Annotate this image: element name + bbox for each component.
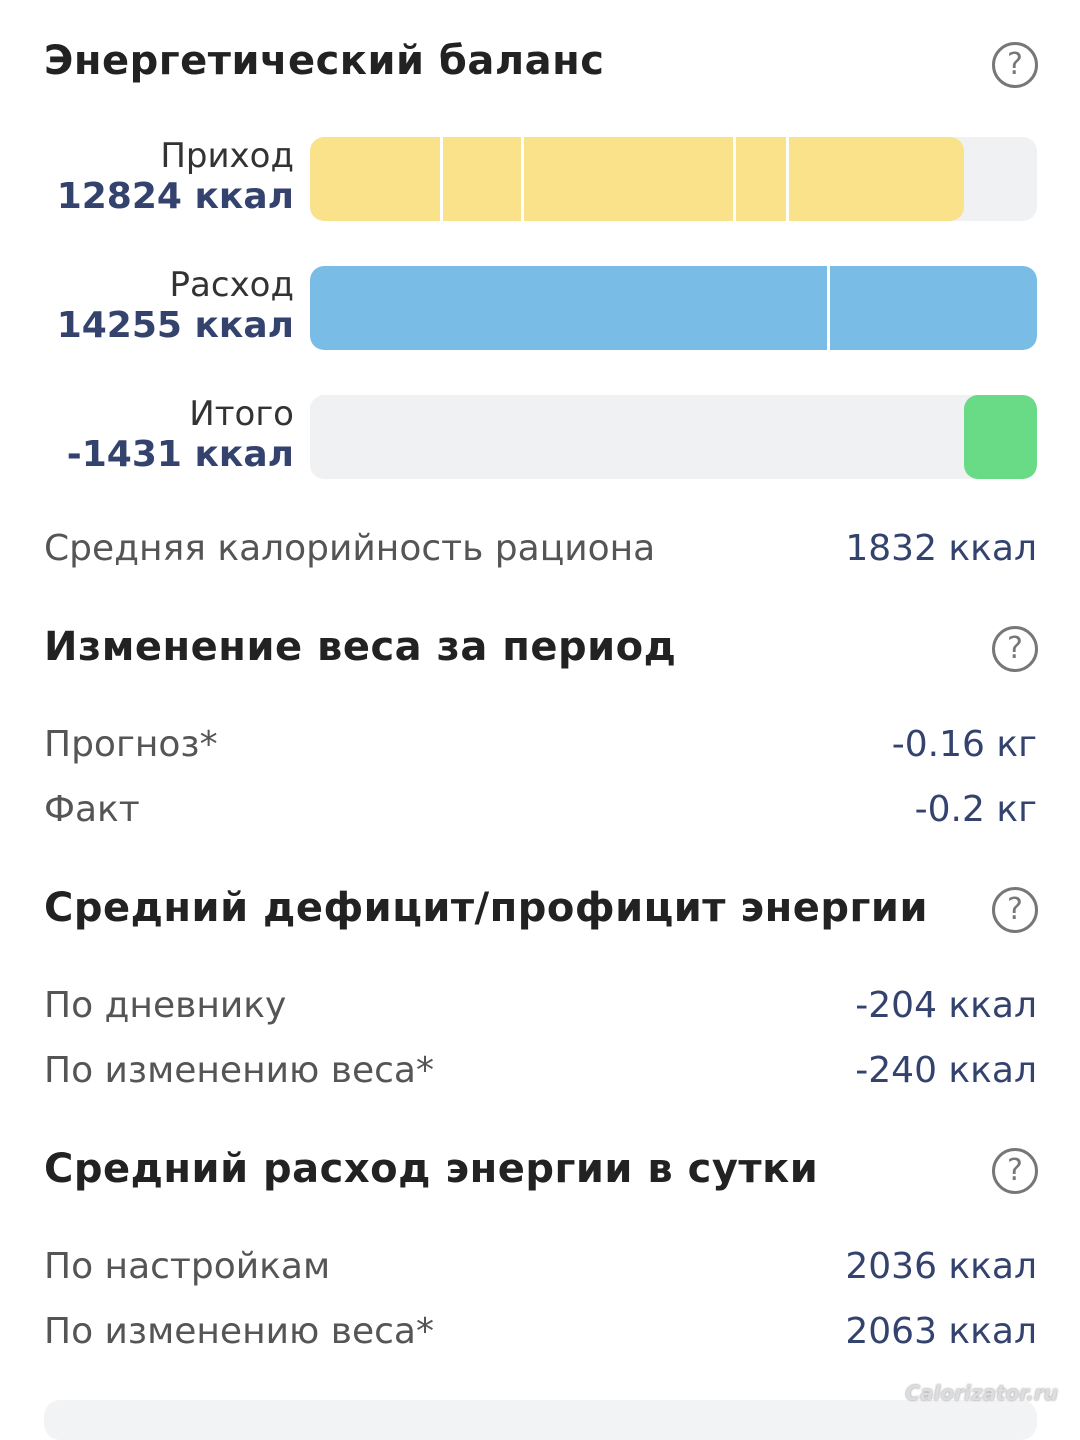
expense-value: 14255 ккал xyxy=(56,305,294,346)
segment-divider xyxy=(786,137,790,221)
segment-divider xyxy=(440,137,444,221)
expenditure-title: Средний расход энергии в сутки xyxy=(44,1146,819,1192)
question-circle-icon[interactable]: ? xyxy=(992,1148,1038,1194)
weight-change-title: Изменение веса за период xyxy=(44,624,677,670)
deficit-title: Средний дефицит/профицит энергии xyxy=(44,885,928,931)
row-value: -204 ккал xyxy=(855,985,1037,1026)
expenditure-weight-row: По изменению веса* 2063 ккал xyxy=(44,1311,1037,1352)
total-value: -1431 ккал xyxy=(66,434,294,475)
deficit-diary-row: По дневнику -204 ккал xyxy=(44,985,1037,1026)
avg-calorie-value: 1832 ккал xyxy=(845,528,1037,569)
segment-divider xyxy=(826,266,830,350)
question-circle-icon[interactable]: ? xyxy=(992,42,1038,88)
row-label: По изменению веса* xyxy=(44,1311,434,1352)
row-label: По дневнику xyxy=(44,985,287,1026)
row-label: По настройкам xyxy=(44,1246,331,1287)
avg-calorie-row: Средняя калорийность рациона 1832 ккал xyxy=(44,528,1037,569)
income-value: 12824 ккал xyxy=(56,176,294,217)
total-name: Итого xyxy=(189,394,294,434)
question-circle-icon[interactable]: ? xyxy=(992,887,1038,933)
row-label: Прогноз* xyxy=(44,724,218,765)
income-name: Приход xyxy=(160,136,294,176)
row-value: 2036 ккал xyxy=(845,1246,1037,1287)
row-label: По изменению веса* xyxy=(44,1050,434,1091)
row-value: -0.2 кг xyxy=(914,789,1037,830)
expense-bar xyxy=(310,266,1037,350)
row-label: Факт xyxy=(44,789,140,830)
expenditure-settings-row: По настройкам 2036 ккал xyxy=(44,1246,1037,1287)
row-value: -240 ккал xyxy=(855,1050,1037,1091)
income-bar xyxy=(310,137,1037,221)
weight-forecast-row: Прогноз* -0.16 кг xyxy=(44,724,1037,765)
question-circle-icon[interactable]: ? xyxy=(992,626,1038,672)
expense-label: Расход 14255 ккал xyxy=(57,265,294,347)
total-label: Итого -1431 ккал xyxy=(67,394,294,476)
income-bar-fill xyxy=(310,137,965,221)
deficit-weight-row: По изменению веса* -240 ккал xyxy=(44,1050,1037,1091)
watermark: Calorizator.ru xyxy=(905,1381,1058,1405)
next-card xyxy=(44,1400,1037,1440)
row-value: -0.16 кг xyxy=(891,724,1037,765)
segment-divider xyxy=(520,137,524,221)
total-bar xyxy=(310,395,1037,479)
expense-bar-fill xyxy=(310,266,1037,350)
segment-divider xyxy=(733,137,737,221)
avg-calorie-label: Средняя калорийность рациона xyxy=(44,528,656,569)
expense-name: Расход xyxy=(169,265,294,305)
row-value: 2063 ккал xyxy=(845,1311,1037,1352)
energy-balance-title: Энергетический баланс xyxy=(44,38,605,84)
income-label: Приход 12824 ккал xyxy=(57,136,294,218)
weight-fact-row: Факт -0.2 кг xyxy=(44,789,1037,830)
total-bar-fill xyxy=(964,395,1037,479)
